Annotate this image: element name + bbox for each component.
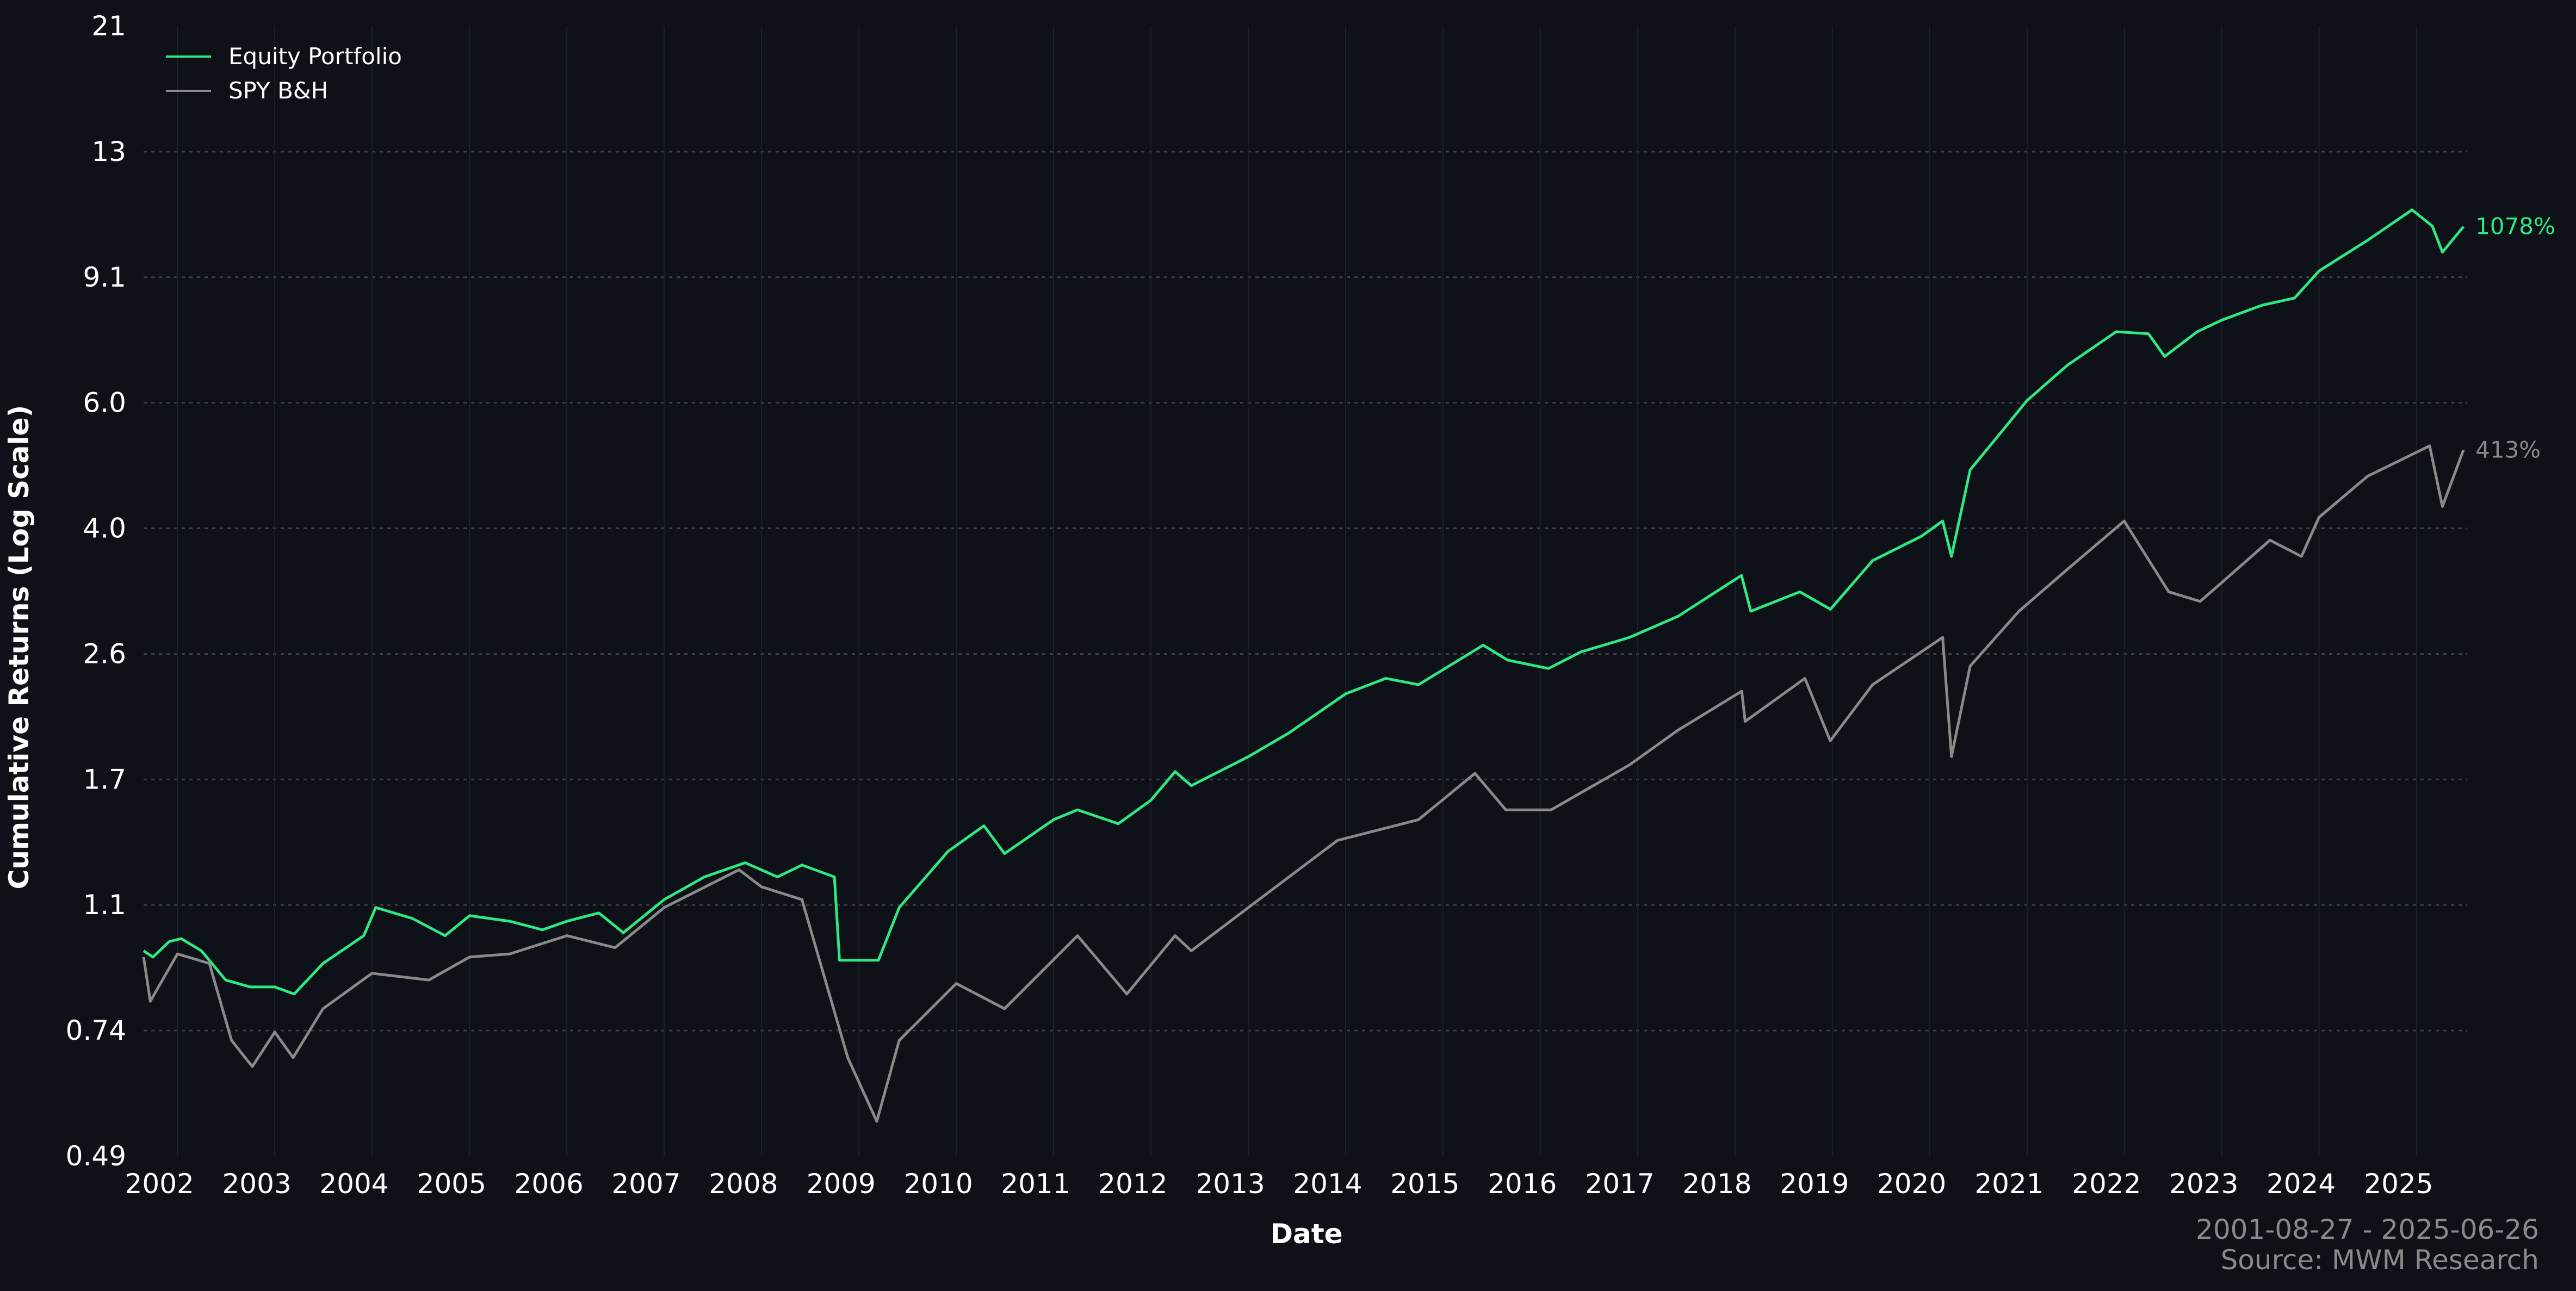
series-line-spy <box>142 444 2465 1123</box>
end-label-spy: 413% <box>2475 436 2541 463</box>
x-tick-label: 2019 <box>1780 1168 1849 1200</box>
x-tick-label: 2013 <box>1196 1168 1265 1200</box>
x-tick-label: 2016 <box>1488 1168 1557 1200</box>
footer-source: Source: MWM Research <box>2221 1244 2539 1276</box>
end-label-equity: 1078% <box>2475 213 2555 240</box>
x-tick-label: 2021 <box>1974 1168 2044 1200</box>
x-tick-label: 2020 <box>1877 1168 1946 1200</box>
x-tick-label: 2006 <box>515 1168 584 1200</box>
legend-label-equity: Equity Portfolio <box>228 43 402 70</box>
x-tick-label: 2015 <box>1390 1168 1459 1200</box>
y-tick-label: 2.6 <box>83 638 126 669</box>
x-tick-label: 2018 <box>1682 1168 1751 1200</box>
x-tick-label: 2009 <box>807 1168 876 1200</box>
x-tick-label: 2022 <box>2072 1168 2141 1200</box>
x-tick-label: 2025 <box>2364 1168 2433 1200</box>
x-tick-label: 2011 <box>1001 1168 1070 1200</box>
x-tick-label: 2024 <box>2267 1168 2336 1200</box>
y-tick-label: 13 <box>91 136 126 167</box>
x-tick-label: 2012 <box>1098 1168 1167 1200</box>
x-tick-label: 2007 <box>611 1168 680 1200</box>
y-axis-ticks: 0.49 0.74 1.1 1.7 2.6 4.0 6.0 9.1 13 21 <box>66 10 126 1172</box>
x-tick-label: 2003 <box>222 1168 291 1200</box>
x-tick-label: 2014 <box>1293 1168 1362 1200</box>
grid <box>144 26 2467 1156</box>
y-tick-label: 0.49 <box>66 1140 126 1172</box>
x-tick-label: 2002 <box>125 1168 194 1200</box>
x-tick-label: 2005 <box>417 1168 486 1200</box>
legend: Equity Portfolio SPY B&H <box>166 43 402 104</box>
end-labels: 1078% 413% <box>2475 213 2555 463</box>
series-line-equity <box>143 208 2465 996</box>
y-tick-label: 9.1 <box>83 262 126 293</box>
y-tick-label: 4.0 <box>83 513 126 544</box>
x-tick-label: 2010 <box>903 1168 973 1200</box>
footer-date-range: 2001-08-27 - 2025-06-26 <box>2196 1214 2539 1245</box>
x-tick-label: 2023 <box>2169 1168 2238 1200</box>
x-axis-title: Date <box>1270 1218 1342 1250</box>
legend-label-spy: SPY B&H <box>228 77 328 104</box>
x-axis-ticks: 2002 2003 2004 2005 2006 2007 2008 2009 2010 2011… <box>125 1168 2433 1200</box>
y-axis-title: Cumulative Returns (Log Scale) <box>3 405 35 890</box>
y-tick-label: 21 <box>91 10 126 42</box>
series-lines <box>142 208 2465 1123</box>
x-tick-label: 2017 <box>1585 1168 1654 1200</box>
x-tick-label: 2008 <box>709 1168 778 1200</box>
y-tick-label: 6.0 <box>83 387 126 419</box>
y-tick-label: 1.7 <box>83 764 126 795</box>
x-tick-label: 2004 <box>319 1168 388 1200</box>
y-tick-label: 0.74 <box>66 1015 126 1046</box>
y-tick-label: 1.1 <box>83 889 126 921</box>
